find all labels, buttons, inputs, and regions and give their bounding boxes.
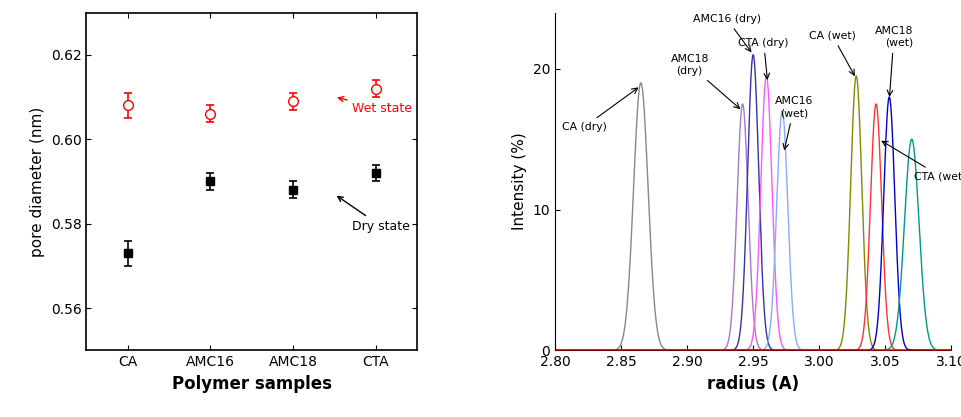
Text: CTA (wet): CTA (wet) [882, 141, 961, 181]
X-axis label: radius (A): radius (A) [707, 375, 800, 393]
Y-axis label: Intensity (%): Intensity (%) [512, 133, 527, 230]
Text: CA (dry): CA (dry) [561, 88, 637, 132]
Y-axis label: pore diameter (nm): pore diameter (nm) [31, 106, 45, 256]
X-axis label: Polymer samples: Polymer samples [172, 375, 332, 393]
Text: AMC16 (dry): AMC16 (dry) [693, 14, 761, 51]
Text: AMC18
(wet): AMC18 (wet) [875, 26, 913, 96]
Text: Dry state: Dry state [338, 196, 410, 233]
Text: AMC18
(dry): AMC18 (dry) [671, 54, 740, 108]
Text: Wet state: Wet state [338, 97, 412, 115]
Text: AMC16
(wet): AMC16 (wet) [775, 96, 813, 149]
Text: CA (wet): CA (wet) [809, 31, 856, 75]
Text: CTA (dry): CTA (dry) [738, 38, 789, 79]
